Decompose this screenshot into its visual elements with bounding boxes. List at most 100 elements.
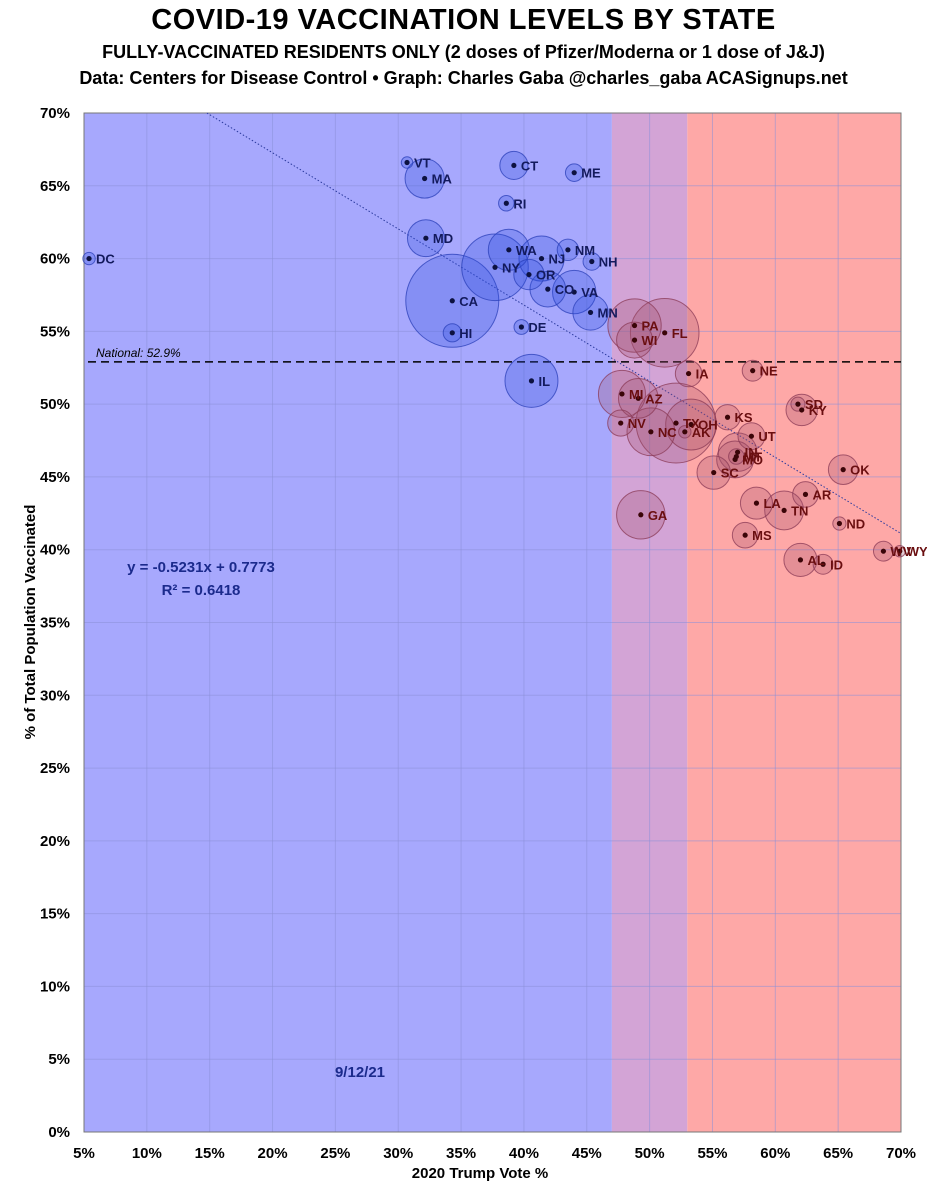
label-ne: NE (760, 364, 778, 379)
dot-or (526, 271, 532, 278)
dot-in (735, 449, 741, 455)
national-average-label: National: 52.9% (96, 346, 181, 360)
date-label: 9/12/21 (335, 1064, 385, 1081)
y-tick: 40% (40, 542, 70, 559)
label-az: AZ (645, 391, 662, 406)
dot-pa (631, 322, 638, 329)
y-tick: 25% (40, 760, 70, 777)
label-co: CO (555, 282, 575, 297)
dot-vt (404, 159, 410, 166)
label-ks: KS (735, 410, 753, 425)
label-de: DE (528, 320, 546, 335)
r-squared: R² = 0.6418 (162, 582, 241, 599)
label-ri: RI (513, 196, 526, 211)
dot-md (423, 235, 429, 241)
dot-ms (742, 532, 748, 538)
chart-credit: Data: Centers for Disease Control • Grap… (79, 68, 848, 88)
label-la: LA (763, 496, 781, 511)
y-tick: 10% (40, 978, 70, 995)
x-tick: 50% (635, 1145, 665, 1162)
y-tick: 30% (40, 687, 70, 704)
label-nd: ND (846, 517, 865, 532)
regression-equation: y = -0.5231x + 0.7773 (127, 559, 275, 576)
label-wi: WI (642, 333, 658, 348)
dot-nh (589, 258, 595, 265)
label-in: IN (745, 445, 758, 460)
label-ut: UT (758, 429, 775, 444)
x-tick: 55% (697, 1145, 727, 1162)
label-md: MD (433, 231, 453, 246)
dot-wy (897, 548, 903, 554)
x-tick: 10% (132, 1145, 162, 1162)
dot-nm (565, 247, 571, 253)
chart-title: COVID-19 VACCINATION LEVELS BY STATE (151, 4, 776, 36)
label-dc: DC (96, 252, 115, 267)
dot-nv (618, 420, 624, 426)
y-tick: 15% (40, 906, 70, 923)
trendline (206, 112, 902, 534)
label-id: ID (830, 557, 843, 572)
dot-al (797, 557, 804, 563)
dot-ks (724, 414, 731, 420)
x-tick: 35% (446, 1145, 476, 1162)
x-tick: 70% (886, 1145, 916, 1162)
label-ak: AK (692, 425, 711, 440)
label-vt: VT (414, 155, 431, 170)
y-tick: 55% (40, 323, 70, 340)
dot-il (528, 378, 535, 384)
label-ga: GA (648, 508, 668, 523)
dot-ny (492, 264, 498, 270)
dot-ky (799, 407, 805, 413)
chart-subtitle: FULLY-VACCINATED RESIDENTS ONLY (2 doses… (102, 42, 825, 62)
dot-mi (619, 391, 625, 397)
dot-dc (86, 255, 92, 262)
dot-wi (631, 337, 638, 343)
label-ar: AR (812, 487, 831, 502)
dot-ak (682, 429, 688, 435)
dot-mn (587, 309, 594, 316)
dot-ri (503, 200, 509, 206)
dot-tx (673, 420, 679, 426)
label-ky: KY (809, 403, 827, 418)
label-oh: OH (698, 418, 718, 433)
dot-az (635, 395, 641, 401)
dot-me (571, 170, 577, 176)
dot-ma (422, 175, 428, 182)
label-hi: HI (459, 326, 472, 341)
dot-nj (538, 255, 545, 262)
y-tick: 5% (48, 1051, 70, 1068)
label-mi: MI (629, 387, 643, 402)
label-sc: SC (721, 466, 740, 481)
label-nh: NH (599, 254, 618, 269)
x-tick: 25% (320, 1145, 350, 1162)
y-tick: 65% (40, 178, 70, 195)
dot-ga (638, 512, 644, 518)
x-tick: 45% (572, 1145, 602, 1162)
label-mo: MO (742, 452, 763, 467)
dot-nc (648, 429, 654, 435)
dot-ia (685, 370, 692, 377)
label-pa: PA (642, 319, 660, 334)
y-tick: 45% (40, 469, 70, 486)
dot-ca (449, 298, 455, 304)
label-tx: TX (683, 416, 700, 431)
label-me: ME (581, 166, 601, 181)
label-sd: SD (805, 397, 823, 412)
dot-sc (711, 469, 717, 476)
x-tick: 5% (73, 1145, 95, 1162)
label-ms: MS (752, 528, 772, 543)
dot-id (820, 561, 826, 567)
dot-va (571, 289, 577, 295)
label-nv: NV (628, 416, 646, 431)
y-axis-title: % of Total Population Vaccinated (22, 505, 39, 740)
dot-mo (732, 456, 738, 463)
x-tick: 40% (509, 1145, 539, 1162)
dot-nd (836, 520, 843, 527)
dot-oh (688, 421, 694, 428)
dot-ok (840, 467, 846, 473)
dot-ne (750, 368, 756, 374)
label-wv: WV (890, 544, 911, 559)
y-tick: 0% (48, 1124, 70, 1141)
